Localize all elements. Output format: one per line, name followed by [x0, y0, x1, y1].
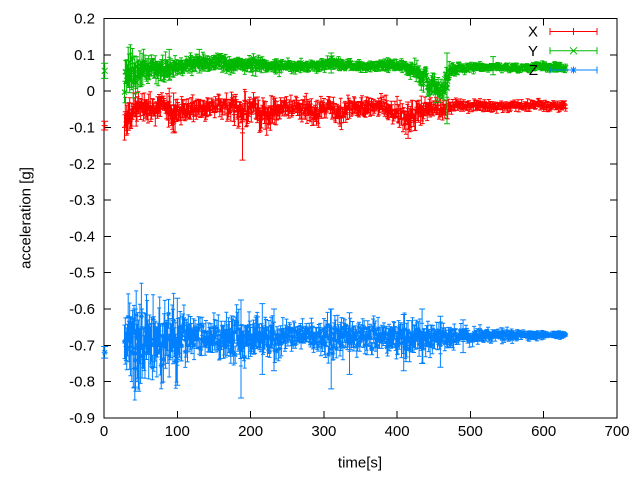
y-tick-label: -0.7 — [69, 337, 95, 354]
x-tick-label: 0 — [100, 423, 108, 440]
x-tick-label: 100 — [165, 423, 190, 440]
x-tick-label: 300 — [311, 423, 336, 440]
legend-sample-Y — [549, 46, 598, 55]
legend-label-Z: Z — [529, 62, 538, 79]
y-tick-label: -0.5 — [69, 265, 95, 282]
x-tick-label: 500 — [458, 423, 483, 440]
x-tick-label: 700 — [604, 423, 629, 440]
x-axis-label: time[s] — [337, 454, 383, 472]
y-tick-label: -0.3 — [69, 192, 95, 209]
y-tick-label: 0.2 — [74, 11, 95, 28]
x-tick-label: 600 — [531, 423, 556, 440]
y-tick-label: 0 — [87, 83, 95, 100]
plot-border-and-ticks — [103, 18, 618, 419]
series-Y — [101, 44, 569, 125]
y-tick-label: -0.9 — [69, 410, 95, 427]
y-tick-label: -0.1 — [69, 120, 95, 137]
x-tick-label: 400 — [385, 423, 410, 440]
legend-sample-X — [549, 28, 598, 35]
y-tick-label: -0.8 — [69, 374, 95, 391]
y-tick-label: -0.6 — [69, 301, 95, 318]
series-Z — [101, 282, 569, 401]
series-X — [101, 87, 569, 161]
legend-sample-Z — [549, 66, 598, 74]
y-axis-label: acceleration [g] — [17, 167, 35, 269]
legend-label-Y: Y — [528, 43, 538, 60]
x-tick-label: 200 — [238, 423, 263, 440]
legend-label-X: X — [528, 24, 538, 41]
y-tick-label: -0.2 — [69, 156, 95, 173]
y-tick-label: -0.4 — [69, 228, 95, 245]
y-tick-label: 0.1 — [74, 47, 95, 64]
